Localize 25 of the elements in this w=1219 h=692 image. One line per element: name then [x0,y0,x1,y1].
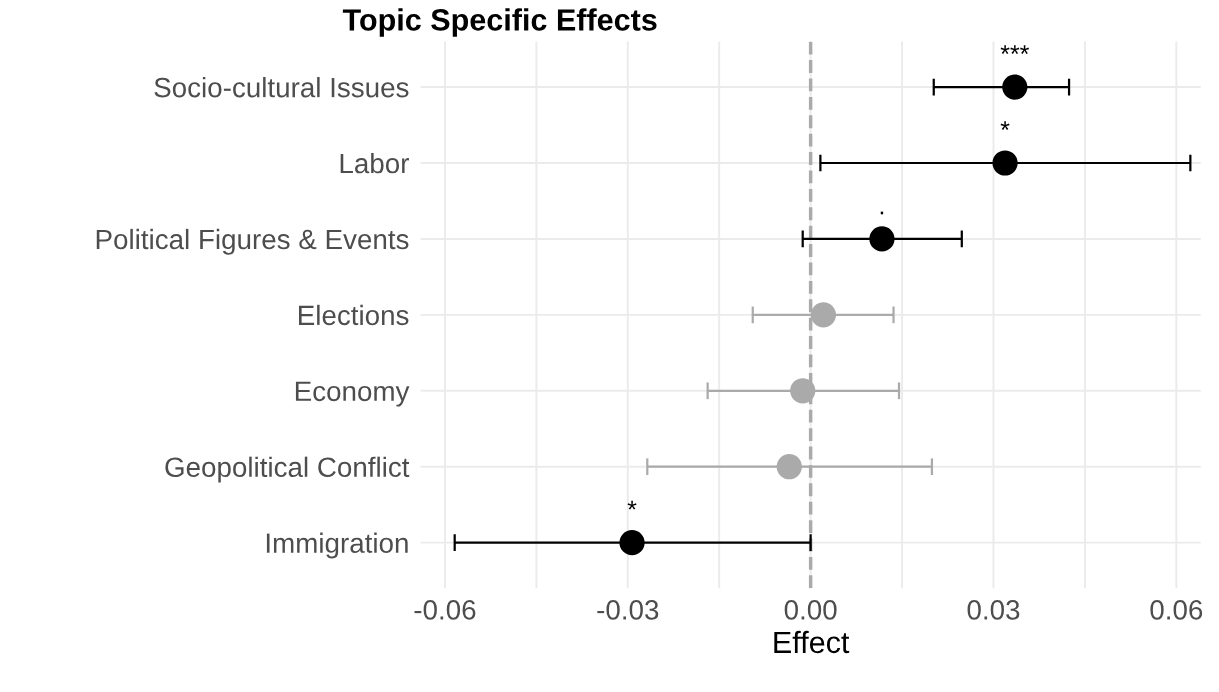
point [790,378,816,404]
annotation: *** [1000,45,1030,55]
point [619,530,645,556]
y-tick-label: Elections [299,304,409,326]
y-tick-label: Immigration [266,532,408,559]
x-tick-label: 0.00 [784,600,837,620]
x-axis-title: Effect [774,630,850,654]
point [810,302,837,328]
annotation: * [627,500,637,510]
x-tick-label: -0.06 [414,600,476,620]
point [992,150,1018,176]
y-tick-label: Economy [295,381,410,407]
point [1002,74,1028,100]
y-tick-label: Socio-cultural Issues [154,77,409,98]
annotation: * [1000,121,1010,130]
point [869,226,895,252]
y-tick-label: Political Figures & Events [96,228,409,255]
x-tick-label: -0.03 [597,600,659,620]
y-tick-label: Labor [340,152,409,174]
y-tick-label: Geopolitical Conflict [165,456,410,483]
chart-title: Topic Specific Effects [342,8,657,37]
x-tick-label: 0.03 [967,600,1020,620]
x-tick-label: 0.06 [1150,600,1203,620]
annotation: . [880,211,884,215]
point [776,454,802,480]
